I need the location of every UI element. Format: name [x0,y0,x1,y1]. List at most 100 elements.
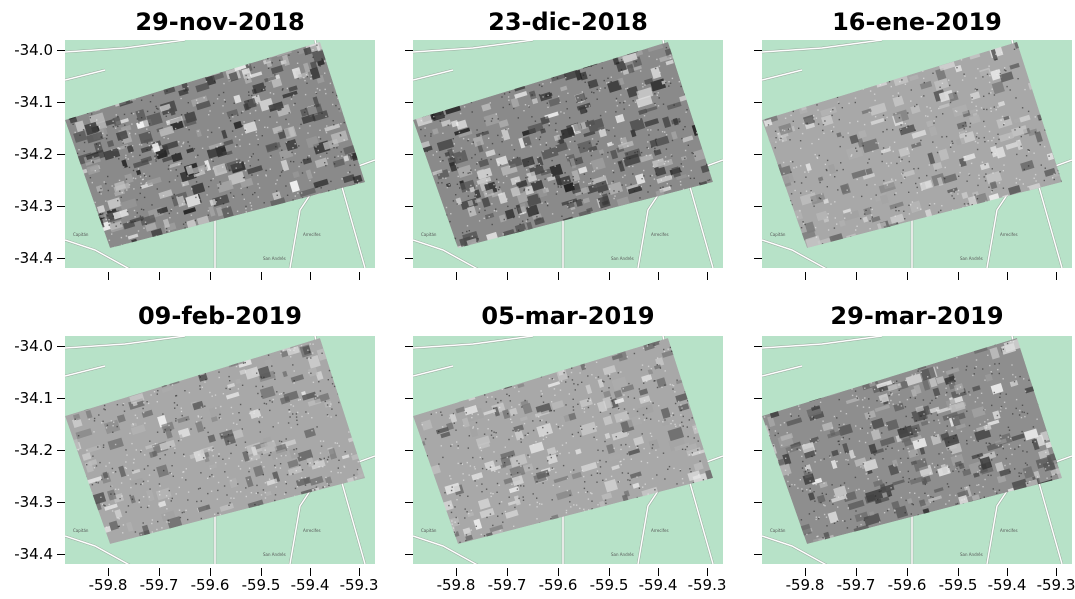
scene-speckle [995,53,997,55]
scene-speckle [460,150,462,153]
scene-speckle [986,108,988,111]
scene-speckle [1000,119,1002,121]
scene-speckle [162,413,164,415]
scene-speckle [476,162,478,164]
scene-speckle [288,228,290,231]
scene-speckle [515,180,517,182]
scene-speckle [477,259,478,260]
scene-speckle [338,350,340,352]
scene-speckle [228,255,229,256]
scene-parcel [214,42,229,56]
scene-speckle [97,446,99,448]
scene-speckle [852,196,855,198]
scene-speckle [882,131,884,133]
scene-speckle [236,161,238,164]
scene-speckle [664,160,667,163]
scene-speckle [480,262,481,263]
scene-speckle [143,227,145,229]
scene-speckle [270,348,272,350]
scene-speckle [327,415,329,417]
scene-speckle [438,256,439,257]
scene-parcel [315,243,328,248]
scene-parcel [979,162,990,171]
scene-speckle [249,47,251,49]
scene-speckle [295,413,298,415]
scene-speckle [638,221,640,223]
scene-parcel [327,207,341,216]
scene-speckle [322,486,324,488]
scene-speckle [286,509,288,511]
scene-speckle [703,191,705,194]
scene-speckle [129,58,131,60]
scene-speckle [235,365,238,368]
scene-speckle [989,75,991,77]
scene-speckle [89,219,92,221]
scene-speckle [603,235,605,238]
scene-speckle [935,238,937,240]
scene-speckle [280,393,282,395]
scene-speckle [479,208,481,210]
scene-parcel [578,105,588,115]
scene-speckle [870,207,872,209]
scene-speckle [199,388,201,390]
scene-speckle [673,104,675,106]
scene-parcel [554,43,563,55]
scene-speckle [163,514,166,516]
scene-speckle [556,77,559,79]
scene-speckle [348,373,350,375]
scene-speckle [87,52,89,54]
scene-speckle [117,125,119,128]
scene-speckle [572,264,573,265]
scene-parcel [610,149,619,160]
scene-speckle [273,252,274,253]
scene-parcel [118,465,127,478]
scene-speckle [507,205,509,208]
scene-speckle [621,266,622,267]
scene-speckle [952,209,954,211]
scene-speckle [789,160,792,163]
scene-speckle [908,204,910,206]
scene-parcel [642,262,656,268]
scene-speckle [1044,167,1046,169]
scene-speckle [366,375,367,376]
scene-speckle [867,234,869,236]
scene-speckle [908,213,911,215]
scene-speckle [132,252,133,253]
scene-speckle [261,45,263,47]
scene-speckle [283,493,286,495]
scene-speckle [222,166,224,168]
scene-speckle [433,42,435,45]
scene-speckle [972,219,975,222]
scene-speckle [507,128,510,130]
y-tick [405,102,413,103]
scene-parcel [607,79,622,93]
scene-speckle [180,114,183,116]
scene-speckle [345,79,347,82]
scene-speckle [116,147,119,149]
scene-speckle [1043,211,1045,213]
scene-speckle [199,74,201,76]
scene-speckle [652,238,654,241]
scene-speckle [307,205,310,207]
scene-speckle [1068,121,1069,122]
scene-speckle [974,194,976,196]
scene-speckle [131,348,133,350]
scene-speckle [471,235,473,237]
scene-speckle [1041,266,1042,267]
scene-speckle [1030,72,1032,75]
scene-speckle [277,520,279,522]
scene-speckle [526,176,529,178]
scene-speckle [883,49,885,51]
scene-speckle [371,253,372,254]
scene-speckle [122,532,124,534]
scene-speckle [219,69,221,71]
scene-speckle [167,111,170,113]
scene-speckle [320,458,322,461]
scene-speckle [250,208,253,210]
scene-parcel [615,113,625,124]
scene-speckle [124,552,125,553]
scene-speckle [147,480,149,482]
scene-speckle [104,94,106,97]
scene-speckle [855,229,857,231]
scene-parcel [287,465,303,476]
